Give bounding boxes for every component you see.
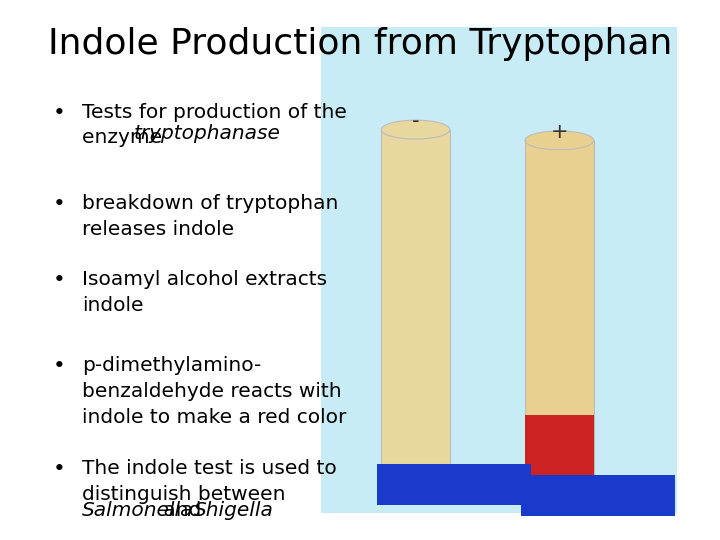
Bar bbox=[521, 475, 675, 516]
Bar bbox=[382, 130, 450, 464]
Text: •: • bbox=[53, 459, 66, 479]
Text: •: • bbox=[53, 356, 66, 376]
Text: Isoamyl alcohol extracts
indole: Isoamyl alcohol extracts indole bbox=[82, 270, 328, 315]
Bar bbox=[377, 464, 531, 505]
Text: p-dimethylamino-
benzaldehyde reacts with
indole to make a red color: p-dimethylamino- benzaldehyde reacts wit… bbox=[82, 356, 346, 427]
Text: •: • bbox=[53, 270, 66, 290]
Text: Indole Production from Tryptophan: Indole Production from Tryptophan bbox=[48, 27, 672, 61]
Text: The indole test is used to
distinguish between: The indole test is used to distinguish b… bbox=[82, 459, 337, 504]
Bar bbox=[525, 415, 594, 475]
Text: Salmonella: Salmonella bbox=[82, 501, 194, 520]
Text: tryptophanase: tryptophanase bbox=[134, 124, 281, 143]
Text: +: + bbox=[551, 122, 568, 141]
Text: breakdown of tryptophan
releases indole: breakdown of tryptophan releases indole bbox=[82, 194, 338, 239]
Text: and: and bbox=[156, 501, 207, 520]
Text: Tests for production of the
enzyme: Tests for production of the enzyme bbox=[82, 103, 347, 147]
Text: •: • bbox=[53, 103, 66, 123]
Text: •: • bbox=[53, 194, 66, 214]
Ellipse shape bbox=[382, 120, 450, 139]
Ellipse shape bbox=[525, 131, 594, 150]
Text: -: - bbox=[412, 111, 419, 131]
Text: Shigella: Shigella bbox=[194, 501, 274, 520]
Bar bbox=[525, 140, 594, 475]
Bar bbox=[321, 27, 677, 513]
